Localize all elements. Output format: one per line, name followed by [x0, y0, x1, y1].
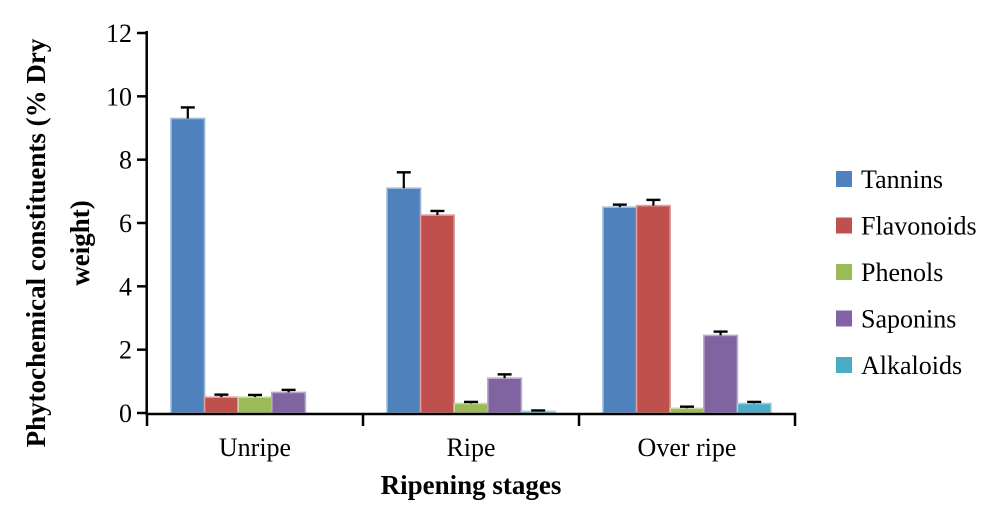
legend-swatch-flavonoids-icon [836, 217, 852, 234]
legend-swatch-alkaloids-icon [836, 357, 852, 373]
legend-item-saponins: Saponins [836, 305, 956, 334]
legend-swatch-phenols-icon [836, 264, 852, 280]
y-axis-title-line2: weight) [65, 200, 95, 285]
legend-swatch-saponins-icon [836, 310, 852, 327]
legend-label-saponins: Saponins [861, 305, 956, 334]
plot-area [170, 117, 772, 414]
y-tick-label: 8 [119, 146, 132, 175]
bar-saponins-ripe [486, 377, 523, 414]
error-bars [180, 106, 762, 412]
bar-phenols-unripe [237, 396, 273, 414]
legend-item-tannins: Tannins [836, 165, 943, 194]
axes [137, 31, 797, 426]
category-label-unripe: Unripe [219, 433, 291, 462]
bar-alkaloids-over-ripe [736, 402, 772, 414]
y-tick-label: 12 [106, 19, 132, 48]
y-tick-label: 0 [119, 399, 132, 428]
bar-flavonoids-unripe [203, 396, 240, 414]
bar-saponins-over-ripe [702, 334, 739, 414]
legend-label-alkaloids: Alkaloids [861, 351, 962, 380]
bar-saponins-unripe [270, 391, 307, 414]
y-axis-title-line1: Phytochemical constituents (% Dry [21, 38, 51, 447]
bar-tannins-ripe [386, 187, 422, 414]
y-tick-label: 4 [119, 272, 132, 301]
y-tick-label: 6 [119, 209, 132, 238]
y-tick-label: 2 [119, 336, 132, 365]
bar-tannins-over-ripe [602, 206, 638, 414]
bar-phenols-ripe [453, 402, 489, 414]
legend-swatch-tannins-icon [836, 171, 852, 187]
bar-flavonoids-over-ripe [635, 204, 671, 414]
bar-flavonoids-ripe [419, 214, 456, 414]
category-label-ripe: Ripe [446, 433, 495, 462]
legend: Tannins Flavonoids Phenols Saponins Alkaloid… [836, 165, 977, 380]
legend-label-phenols: Phenols [861, 258, 943, 287]
bar-phenols-over-ripe [669, 407, 705, 414]
y-tick-label: 10 [106, 82, 132, 111]
category-label-over-ripe: Over ripe [638, 433, 737, 462]
tick-labels: 0 2 4 6 8 10 12 Unripe Ripe Over ripe [106, 19, 736, 462]
bar-tannins-unripe [170, 117, 206, 414]
legend-label-tannins: Tannins [861, 165, 943, 194]
legend-item-phenols: Phenols [836, 258, 943, 287]
legend-item-alkaloids: Alkaloids [836, 351, 962, 380]
x-axis-title: Ripening stages [381, 470, 562, 500]
legend-item-flavonoids: Flavonoids [836, 212, 977, 241]
legend-label-flavonoids: Flavonoids [861, 212, 977, 241]
